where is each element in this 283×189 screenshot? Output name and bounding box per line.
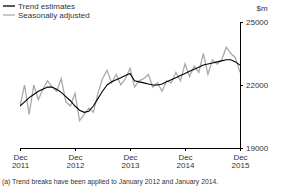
y-tick-label: 25000: [246, 18, 269, 27]
legend-swatch: [3, 14, 15, 15]
x-tick-mark: [75, 148, 76, 151]
x-tick: Dec2011: [12, 148, 30, 170]
chart: 190002200025000Dec2011Dec2012Dec2013Dec2…: [0, 0, 283, 189]
y-tick-label: 19000: [246, 144, 269, 153]
x-tick: Dec2013: [122, 148, 140, 170]
x-tick-mark: [20, 148, 21, 151]
y-axis: 19000 22000 25000: [240, 18, 269, 153]
x-tick: Dec2015: [232, 148, 250, 170]
x-tick-label: Dec2012: [67, 153, 85, 171]
x-tick-mark: [240, 148, 241, 151]
x-tick-label: Dec2015: [232, 153, 250, 171]
legend-label: Trend estimates: [18, 2, 75, 11]
x-tick-label: Dec2013: [122, 153, 140, 171]
x-tick: Dec2012: [67, 148, 85, 170]
x-tick-mark: [185, 148, 186, 151]
x-tick: Dec2014: [177, 148, 195, 170]
series-line: [20, 60, 240, 113]
legend-swatch: [3, 5, 15, 6]
x-axis-line: [21, 149, 241, 152]
footnote: (a) Trend breaks have been applied to Ja…: [2, 178, 218, 186]
y-tick-label: 22000: [246, 81, 269, 90]
y-tick: 22000: [240, 81, 269, 90]
series-line: [20, 47, 240, 121]
y-tick-mark: [240, 85, 243, 86]
y-tick: 25000: [240, 18, 269, 27]
y-axis-label: $m: [256, 4, 267, 13]
x-tick-label: Dec2014: [177, 153, 195, 171]
legend: Trend estimatesSeasonally adjusted: [3, 2, 90, 20]
legend-label: Seasonally adjusted: [18, 11, 90, 20]
x-tick-label: Dec2011: [12, 153, 30, 171]
x-tick-mark: [130, 148, 131, 151]
plot-area: [20, 47, 240, 121]
y-tick-mark: [240, 22, 243, 23]
x-axis: Dec2011 Dec2012 Dec2013 Dec2014 Dec2015: [12, 148, 250, 170]
y-axis-line: [241, 23, 244, 149]
